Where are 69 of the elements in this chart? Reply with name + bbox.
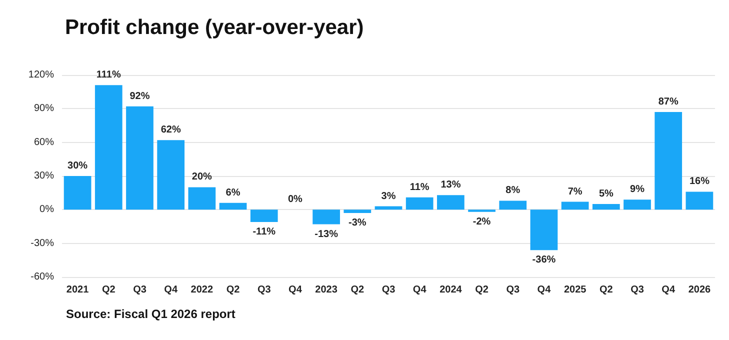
data-label: -36%	[532, 254, 556, 266]
x-tick-label: Q2	[350, 284, 365, 296]
bar	[64, 176, 92, 210]
bar	[592, 204, 620, 210]
data-label: 11%	[410, 182, 430, 193]
x-tick-label: 2025	[564, 284, 587, 296]
data-label: 7%	[568, 186, 582, 198]
x-tick-label: Q2	[102, 284, 116, 296]
chart-title: Profit change (year-over-year)	[65, 16, 364, 39]
data-label: -2%	[472, 216, 491, 228]
bar	[654, 112, 682, 210]
bar	[530, 210, 558, 250]
y-tick-label: 120%	[28, 70, 54, 80]
y-tick-label: -60%	[30, 272, 54, 282]
bar	[94, 85, 122, 210]
data-label: 111%	[96, 70, 121, 81]
x-tick-label: Q3	[133, 284, 147, 296]
x-tick-label: Q4	[537, 284, 552, 296]
data-label: -11%	[252, 226, 276, 238]
x-tick-label: Q4	[662, 284, 676, 296]
x-tick-label: Q3	[506, 284, 520, 296]
bar	[312, 210, 340, 224]
x-tick-label: 2026	[688, 284, 712, 296]
source-note: Source: Fiscal Q1 2026 report	[66, 307, 236, 321]
data-label: 87%	[658, 96, 678, 108]
data-label: 62%	[160, 124, 181, 136]
y-tick-label: -30%	[30, 238, 54, 249]
bar	[157, 140, 185, 210]
x-tick-label: 2024	[440, 284, 462, 296]
bar	[126, 106, 154, 210]
y-tick-label: 0%	[40, 204, 54, 216]
y-tick-label: 60%	[34, 136, 54, 148]
data-label: 92%	[130, 90, 150, 102]
data-label: 13%	[440, 180, 461, 191]
bar	[250, 210, 278, 222]
data-label: 16%	[689, 176, 710, 188]
y-tick-label: 30%	[34, 170, 54, 182]
bar	[437, 195, 464, 210]
bar	[219, 202, 247, 210]
data-label: 9%	[630, 184, 645, 196]
data-label: -3%	[348, 218, 366, 229]
x-tick-label: Q2	[475, 284, 489, 296]
data-label: 8%	[506, 185, 520, 196]
bar	[188, 187, 216, 210]
data-label: 3%	[381, 190, 396, 202]
x-tick-label: Q2	[226, 284, 240, 296]
x-tick-label: Q4	[412, 284, 427, 296]
x-tick-label: 2021	[66, 284, 90, 296]
bar	[561, 202, 589, 210]
x-tick-label: Q3	[382, 284, 396, 296]
bar	[499, 200, 527, 210]
x-tick-label: Q2	[599, 284, 614, 296]
x-tick-label: 2022	[190, 284, 214, 296]
data-label: 0%	[288, 194, 303, 206]
data-label: -13%	[314, 228, 338, 240]
x-tick-label: Q3	[630, 284, 644, 296]
x-tick-label: Q4	[164, 284, 178, 296]
data-label: 20%	[192, 172, 212, 183]
data-label: 5%	[598, 188, 614, 200]
bar	[344, 210, 372, 214]
data-label: 6%	[226, 187, 240, 198]
x-tick-label: Q4	[288, 284, 302, 296]
bar	[686, 192, 714, 210]
bar	[624, 200, 651, 210]
y-tick-label: 90%	[34, 103, 54, 114]
x-tick-label: 2023	[315, 284, 338, 296]
x-tick-label: Q3	[257, 284, 272, 296]
data-label: 30%	[68, 160, 88, 172]
bar	[406, 197, 434, 210]
